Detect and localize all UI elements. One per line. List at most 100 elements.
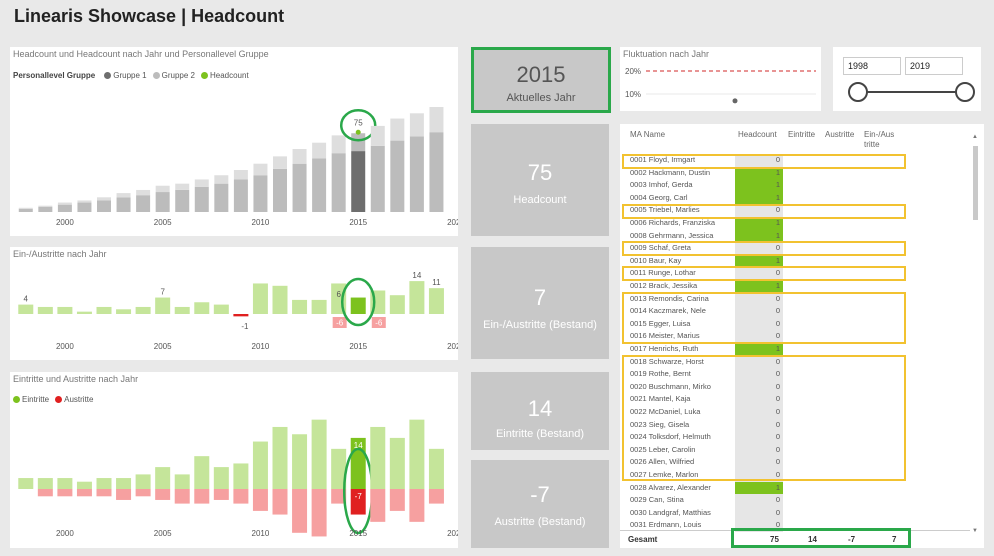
austritte-bar-2019 — [428, 489, 444, 504]
eintritte-bar-2014 — [331, 448, 347, 489]
legend-eintritte[interactable]: Eintritte — [13, 395, 49, 404]
table-row[interactable]: 0023 Sieg, Gisela 0 — [620, 418, 970, 432]
row-name: 0020 Buschmann, Mirko — [630, 381, 711, 391]
col-einaus[interactable]: Ein-/Aus tritte — [864, 130, 895, 149]
einaus-bar-2005 — [155, 297, 171, 314]
row-headcount: 0 — [735, 469, 783, 482]
highlight-ellipse — [339, 109, 377, 142]
legend-austritte[interactable]: Austritte — [55, 395, 93, 404]
table-row[interactable]: 0013 Remondis, Carina 0 — [620, 292, 970, 306]
col-headcount[interactable]: Headcount — [738, 130, 777, 139]
table-scrollbar[interactable]: ▲ ▼ — [972, 134, 978, 534]
bar-gruppe2-2008 — [214, 175, 229, 184]
col-austritte[interactable]: Austritte — [825, 130, 855, 139]
fluktuation-chart[interactable] — [620, 47, 821, 111]
row-name: 0015 Egger, Luisa — [630, 318, 691, 328]
table-row[interactable]: 0024 Tolksdorf, Helmuth 0 — [620, 431, 970, 444]
row-headcount: 0 — [735, 506, 783, 520]
kpi-aktuelles-jahr[interactable]: 2015 Aktuelles Jahr — [471, 47, 611, 113]
austritte-bar-2010 — [252, 489, 268, 511]
row-headcount: 0 — [735, 406, 783, 419]
legend-gruppe2[interactable]: Gruppe 2 — [152, 71, 195, 80]
table-row[interactable]: 0005 Triebel, Marlies 0 — [620, 204, 970, 217]
row-headcount: 0 — [735, 456, 783, 469]
austritte-bar-2004 — [135, 489, 151, 497]
bar-gruppe1-2019 — [429, 132, 444, 212]
row-name: 0018 Schwarze, Horst — [630, 356, 704, 366]
bar-gruppe1-2007 — [194, 186, 209, 212]
slicer-handle-right[interactable] — [955, 82, 975, 102]
row-headcount: 0 — [735, 393, 783, 406]
legend-headcount[interactable]: Headcount — [200, 71, 249, 80]
table-row[interactable]: 0022 McDaniel, Luka 0 — [620, 406, 970, 419]
row-headcount: 1 — [735, 166, 783, 180]
row-name: 0017 Henrichs, Ruth — [630, 344, 699, 353]
bar-gruppe2-2001 — [77, 200, 92, 203]
row-headcount: 1 — [735, 217, 783, 230]
table-row[interactable]: 0011 Runge, Lothar 0 — [620, 267, 970, 280]
eintritte-bar-2006 — [174, 474, 190, 489]
table-row[interactable]: 0017 Henrichs, Ruth 1 — [620, 343, 970, 356]
bar-gruppe1-2016 — [370, 145, 385, 212]
table-row[interactable]: 0009 Schaf, Greta 0 — [620, 242, 970, 255]
bar-gruppe2-1999 — [38, 205, 53, 207]
table-row[interactable]: 0016 Meister, Marius 0 — [620, 330, 970, 343]
xtick-2010: 2010 — [252, 342, 270, 351]
einaus-bar-2008 — [213, 304, 229, 314]
eintritte-bar-2018 — [409, 419, 425, 489]
bar-gruppe1-2014 — [331, 153, 346, 212]
table-row[interactable]: 0010 Baur, Kay 1 — [620, 254, 970, 268]
table-row[interactable]: 0027 Lemke, Marlon 0 — [620, 469, 970, 482]
table-row[interactable]: 0021 Mantel, Kaja 0 — [620, 393, 970, 406]
eintritte-bar-2011 — [272, 426, 288, 489]
table-row[interactable]: 0002 Hackmann, Dustin 1 — [620, 166, 970, 180]
table-row[interactable]: 0029 Can, Stina 0 — [620, 494, 970, 507]
row-headcount: 0 — [735, 242, 783, 255]
row-name: 0006 Richards, Franziska — [630, 218, 716, 227]
xtick-2010: 2010 — [252, 218, 270, 227]
table-row[interactable]: 0012 Brack, Jessika 1 — [620, 280, 970, 293]
table-row[interactable]: 0025 Leber, Carolin 0 — [620, 443, 970, 457]
einaus-bar-2003 — [116, 309, 132, 314]
austritte-label-2015: -7 — [355, 492, 363, 501]
bar-gruppe1-2001 — [77, 202, 92, 212]
eintritte-bar-2017 — [389, 437, 405, 489]
legend-gruppe1[interactable]: Gruppe 1 — [104, 71, 147, 80]
slicer-to-input[interactable]: 2019 — [905, 57, 963, 75]
kpi-year-value: 2015 — [516, 62, 566, 87]
table-row[interactable]: 0020 Buschmann, Mirko 0 — [620, 380, 970, 394]
col-ma-name[interactable]: MA Name — [630, 130, 666, 139]
table-row[interactable]: 0001 Floyd, Irmgart 0 — [620, 154, 970, 167]
bar-gruppe2-2000 — [57, 202, 72, 205]
row-name: 0030 Landgraf, Matthias — [630, 507, 711, 517]
austritte-bar-2003 — [116, 489, 132, 500]
bar-gruppe1-2009 — [233, 179, 248, 212]
table-row[interactable]: 0028 Alvarez, Alexander 1 — [620, 481, 970, 495]
table-row[interactable]: 0019 Rothe, Bernt 0 — [620, 368, 970, 381]
bar-gruppe2-2002 — [97, 197, 111, 201]
footer-einaus: 7 — [892, 535, 897, 544]
table-row[interactable]: 0006 Richards, Franziska 1 — [620, 217, 970, 230]
col-eintritte[interactable]: Eintritte — [788, 130, 816, 139]
table-row[interactable]: 0015 Egger, Luisa 0 — [620, 317, 970, 331]
fluktuation-title: Fluktuation nach Jahr — [623, 49, 710, 59]
table-header: MA Name Headcount Eintritte Austritte Ei… — [620, 124, 970, 152]
austritte-bar-2009 — [233, 489, 249, 504]
slicer-handle-left[interactable] — [848, 82, 868, 102]
slicer-track[interactable] — [857, 91, 965, 93]
table-row[interactable]: 0018 Schwarze, Horst 0 — [620, 355, 970, 369]
table-row[interactable]: 0008 Gehrmann, Jessica 1 — [620, 229, 970, 243]
table-row[interactable]: 0004 Georg, Carl 1 — [620, 191, 970, 205]
austritte-bar-2012 — [292, 489, 308, 533]
table-row[interactable]: 0003 Imhof, Gerda 1 — [620, 179, 970, 192]
slicer-from-input[interactable]: 1998 — [843, 57, 901, 75]
eintritte-bar-2012 — [292, 434, 308, 489]
table-row[interactable]: 0014 Kaczmarek, Nele 0 — [620, 305, 970, 318]
bar-gruppe1-2003 — [116, 197, 131, 212]
table-row[interactable]: 0026 Allen, Wilfried 0 — [620, 456, 970, 469]
table-row[interactable]: 0030 Landgraf, Matthias 0 — [620, 506, 970, 520]
